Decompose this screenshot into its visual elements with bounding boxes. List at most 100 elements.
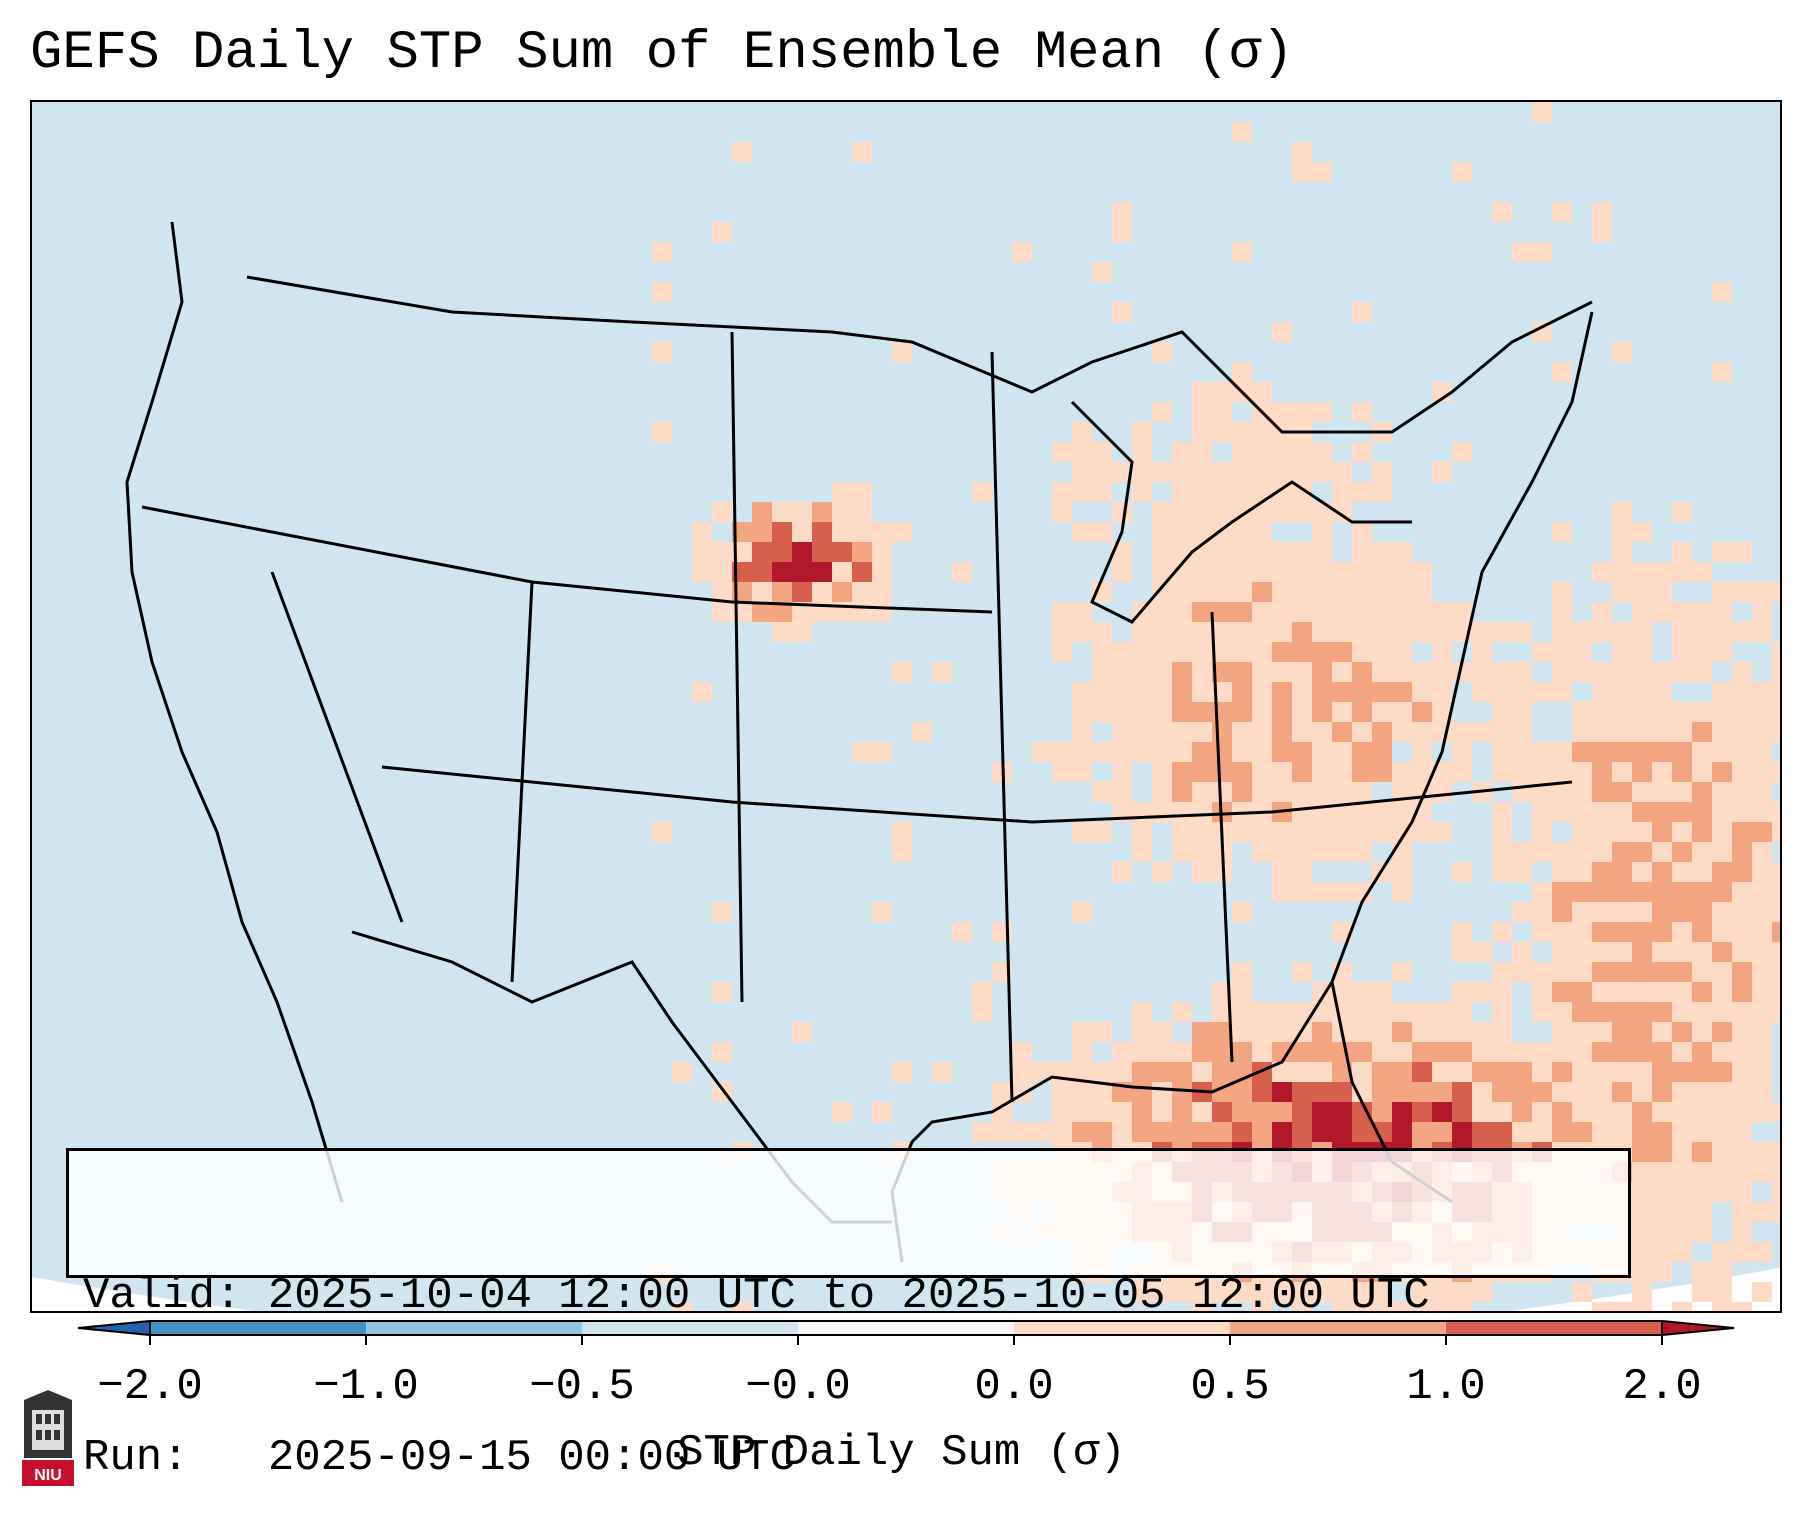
stp-anomaly-cell — [752, 522, 772, 542]
stp-anomaly-cell — [1272, 542, 1292, 562]
stp-anomaly-cell — [1772, 822, 1780, 842]
stp-anomaly-cell — [1272, 862, 1292, 882]
stp-anomaly-cell — [1512, 702, 1532, 722]
stp-anomaly-cell — [1172, 562, 1192, 582]
stp-anomaly-cell — [1472, 1102, 1492, 1122]
stp-anomaly-cell — [1532, 742, 1552, 762]
stp-anomaly-cell — [1772, 642, 1780, 662]
stp-anomaly-cell — [1692, 782, 1712, 802]
stp-anomaly-cell — [1032, 1122, 1052, 1142]
stp-anomaly-cell — [1392, 822, 1412, 842]
stp-anomaly-cell — [1772, 922, 1780, 942]
stp-anomaly-cell — [1572, 882, 1592, 902]
stp-anomaly-cell — [1352, 482, 1372, 502]
stp-anomaly-cell — [1292, 662, 1312, 682]
stp-anomaly-cell — [1732, 902, 1752, 922]
stp-anomaly-cell — [1492, 1002, 1512, 1022]
stp-anomaly-cell — [1352, 622, 1372, 642]
stp-anomaly-cell — [852, 502, 872, 522]
state-line-1 — [141, 505, 993, 614]
stp-anomaly-cell — [1452, 1102, 1472, 1122]
colorbar-extend-low — [77, 1319, 151, 1337]
stp-anomaly-cell — [1172, 782, 1192, 802]
stp-anomaly-cell — [872, 902, 892, 922]
stp-anomaly-cell — [1152, 462, 1172, 482]
stp-anomaly-cell — [1352, 1042, 1372, 1062]
stp-anomaly-cell — [652, 422, 672, 442]
stp-anomaly-cell — [1692, 982, 1712, 1002]
stp-anomaly-cell — [1492, 1122, 1512, 1142]
stp-anomaly-cell — [1212, 1042, 1232, 1062]
stp-anomaly-cell — [1692, 642, 1712, 662]
stp-anomaly-cell — [1272, 782, 1292, 802]
stp-anomaly-cell — [1712, 1262, 1732, 1282]
stp-anomaly-cell — [812, 582, 832, 602]
stp-anomaly-cell — [1152, 1082, 1172, 1102]
stp-anomaly-cell — [1392, 1302, 1412, 1311]
stp-anomaly-cell — [1652, 1222, 1672, 1242]
stp-anomaly-cell — [1412, 1022, 1432, 1042]
stp-anomaly-cell — [1712, 1282, 1732, 1302]
stp-anomaly-cell — [1672, 862, 1692, 882]
stp-anomaly-cell — [1252, 562, 1272, 582]
stp-anomaly-cell — [1632, 662, 1652, 682]
stp-anomaly-cell — [1412, 1042, 1432, 1062]
stp-anomaly-cell — [1492, 1042, 1512, 1062]
stp-anomaly-cell — [1392, 702, 1412, 722]
stp-anomaly-cell — [1132, 442, 1152, 462]
valid-info-box: Valid: 2025-10-04 12:00 UTC to 2025-10-0… — [66, 1148, 1631, 1483]
stp-anomaly-cell — [1172, 722, 1192, 742]
stp-anomaly-cell — [1672, 782, 1692, 802]
stp-anomaly-cell — [1552, 1122, 1572, 1142]
stp-anomaly-cell — [1772, 882, 1780, 902]
stp-anomaly-cell — [1752, 902, 1772, 922]
stp-anomaly-cell — [1172, 842, 1192, 862]
stp-anomaly-cell — [692, 562, 712, 582]
stp-anomaly-cell — [1312, 1282, 1332, 1302]
stp-anomaly-cell — [1492, 742, 1512, 762]
stp-anomaly-cell — [1352, 742, 1372, 762]
stp-anomaly-cell — [1172, 1002, 1192, 1022]
stp-anomaly-cell — [1572, 962, 1592, 982]
stp-anomaly-cell — [1512, 862, 1532, 882]
stp-anomaly-cell — [1692, 762, 1712, 782]
stp-anomaly-cell — [1292, 842, 1312, 862]
stp-anomaly-cell — [1452, 442, 1472, 462]
stp-anomaly-cell — [1272, 1042, 1292, 1062]
stp-anomaly-cell — [1212, 1062, 1232, 1082]
stp-anomaly-cell — [1132, 1002, 1152, 1022]
stp-anomaly-cell — [1632, 762, 1652, 782]
stp-anomaly-cell — [1232, 442, 1252, 462]
stp-anomaly-cell — [1632, 862, 1652, 882]
state-line-7 — [1210, 611, 1234, 1063]
stp-anomaly-cell — [1132, 742, 1152, 762]
stp-anomaly-cell — [852, 482, 872, 502]
stp-anomaly-cell — [1292, 1002, 1312, 1022]
stp-anomaly-cell — [1432, 1102, 1452, 1122]
stp-anomaly-cell — [1132, 702, 1152, 722]
stp-anomaly-cell — [1712, 762, 1732, 782]
west-coast — [125, 221, 344, 1203]
stp-anomaly-cell — [952, 562, 972, 582]
stp-anomaly-cell — [1732, 1002, 1752, 1022]
stp-anomaly-cell — [1432, 702, 1452, 722]
stp-anomaly-cell — [1652, 682, 1672, 702]
stp-anomaly-cell — [1132, 1122, 1152, 1142]
stp-anomaly-cell — [1332, 822, 1352, 842]
stp-anomaly-cell — [1552, 802, 1572, 822]
stp-anomaly-cell — [1192, 402, 1212, 422]
stp-anomaly-cell — [1572, 982, 1592, 1002]
stp-anomaly-cell — [1352, 782, 1372, 802]
stp-anomaly-cell — [1712, 1042, 1732, 1062]
stp-anomaly-cell — [1552, 1022, 1572, 1042]
stp-anomaly-cell — [1332, 682, 1352, 702]
stp-anomaly-cell — [1512, 1082, 1532, 1102]
stp-anomaly-cell — [1272, 402, 1292, 422]
stp-anomaly-cell — [1052, 762, 1072, 782]
stp-anomaly-cell — [1332, 742, 1352, 762]
stp-anomaly-cell — [1112, 502, 1132, 522]
stp-anomaly-cell — [1672, 1302, 1692, 1311]
stp-anomaly-cell — [1292, 1122, 1312, 1142]
stp-anomaly-cell — [1732, 1102, 1752, 1122]
great-lakes — [1070, 400, 1412, 624]
